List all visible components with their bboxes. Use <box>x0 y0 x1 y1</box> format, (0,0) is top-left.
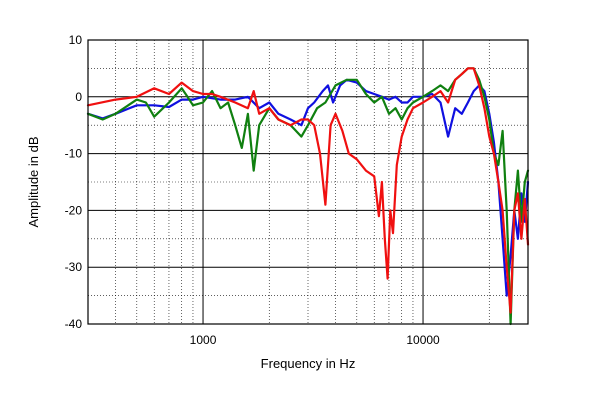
y-tick-labels: 10 0 -10 -20 -30 -40 <box>65 33 83 331</box>
y-tick-label: -10 <box>65 147 83 161</box>
y-tick-label: -20 <box>65 203 83 217</box>
y-tick-label: 0 <box>75 90 82 104</box>
y-axis-label: Amplitude in dB <box>26 136 41 227</box>
y-tick-label: 10 <box>69 33 83 47</box>
x-tick-label: 1000 <box>190 333 217 347</box>
series-line-3 <box>86 67 530 314</box>
y-tick-label: -30 <box>65 260 83 274</box>
x-tick-labels: 1000 10000 <box>190 333 440 347</box>
y-tick-label: -40 <box>65 317 83 331</box>
series-line-1 <box>86 78 530 297</box>
series-line-2 <box>86 67 530 326</box>
series-group <box>86 67 530 326</box>
plot-frame <box>87 39 529 325</box>
x-tick-label: 10000 <box>406 333 440 347</box>
x-axis-label: Frequency in Hz <box>261 356 356 371</box>
major-gridlines <box>88 40 528 324</box>
